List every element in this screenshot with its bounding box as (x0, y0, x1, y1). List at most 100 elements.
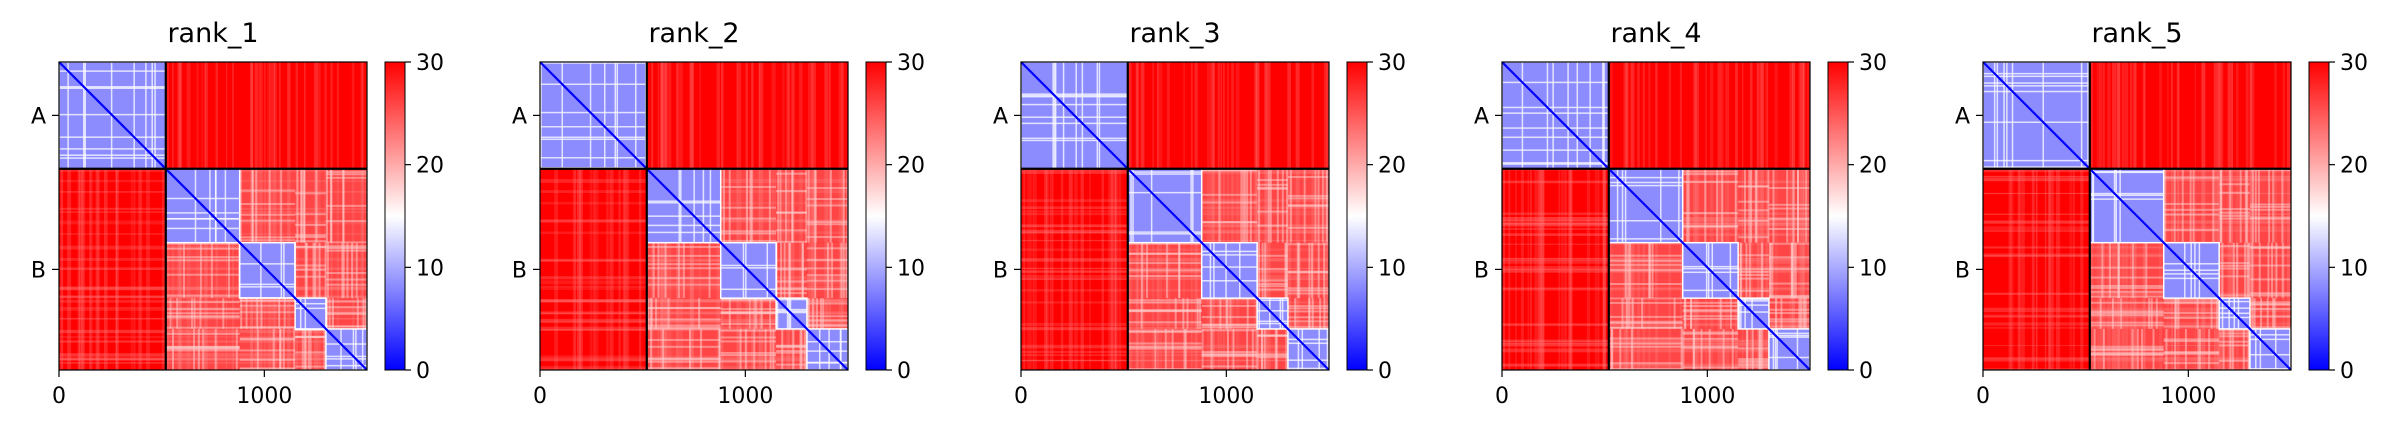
heatmap-stripe (576, 62, 581, 370)
axes-frame (539, 61, 849, 371)
heatmap-block-line (2184, 242, 2186, 299)
heatmap-stripe (1765, 62, 1769, 370)
colorbar (1346, 61, 1368, 371)
heatmap-stripe (1113, 62, 1117, 370)
heatmap-texture-line (1708, 328, 1711, 370)
heatmap-texture-line (295, 275, 326, 278)
heatmap-texture-line (1127, 308, 1202, 311)
heatmap-stripe (627, 62, 630, 370)
heatmap-stripe (1693, 62, 1697, 370)
heatmap-stripe (1109, 62, 1114, 370)
heatmap-block-line (1098, 62, 1101, 169)
heatmap-texture-line (2093, 328, 2096, 370)
heatmap-texture-line (1196, 298, 1199, 329)
heatmap-block-line (1993, 62, 1996, 169)
heatmap-stripe (1032, 62, 1035, 370)
heatmap-texture-line (806, 274, 848, 277)
heatmap-texture-line (346, 242, 349, 299)
heatmap-texture-line (325, 173, 367, 176)
heatmap-texture-line (307, 328, 310, 370)
heatmap-block-line (215, 168, 217, 243)
heatmap-texture-line (723, 168, 726, 243)
heatmap-block-line (806, 350, 848, 352)
heatmap-block-line (1774, 328, 1777, 370)
heatmap-texture-line (1201, 221, 1258, 224)
heatmap-texture-line (2089, 353, 2164, 356)
heatmap-stripe (787, 62, 790, 370)
heatmap-texture-line (2163, 362, 2220, 365)
heatmap-texture-line (2175, 298, 2178, 329)
heatmap-stripe (105, 62, 108, 370)
heatmap-texture-line (1226, 328, 1229, 370)
heatmap-texture-line (1287, 270, 1329, 273)
heatmap-texture-line (1140, 242, 1143, 299)
heatmap-texture-line (776, 351, 807, 354)
heatmap-texture-line (646, 326, 721, 329)
heatmap-block-line (1326, 328, 1329, 370)
heatmap-texture-line (325, 272, 367, 275)
heatmap-texture-line (1174, 298, 1177, 329)
heatmap-block-line (1744, 298, 1746, 329)
heatmap-block-line (1062, 62, 1065, 169)
heatmap-texture-line (326, 168, 329, 243)
colorbar-tick-label: 0 (2340, 359, 2354, 384)
heatmap-block-line (2249, 334, 2291, 336)
heatmap-texture-line (2236, 242, 2239, 299)
heatmap-texture-line (2210, 298, 2213, 329)
heatmap-texture-line (812, 298, 815, 329)
heatmap-stripe (59, 295, 367, 298)
heatmap-stripe (1602, 62, 1606, 370)
heatmap-stripe (1264, 62, 1268, 370)
heatmap-stripe (81, 62, 84, 370)
heatmap-texture-line (1127, 310, 1202, 313)
heatmap-texture-line (718, 328, 721, 370)
heatmap-texture-line (2163, 351, 2220, 354)
heatmap-texture-line (239, 239, 296, 242)
heatmap-block-line (1502, 106, 1609, 109)
heatmap-texture-line (295, 240, 326, 243)
heatmap-texture-line (1682, 212, 1739, 215)
heatmap-texture-line (1257, 283, 1288, 286)
heatmap-rank_3 (1021, 62, 1329, 370)
heatmap-texture-line (239, 367, 296, 370)
heatmap-stripe (1502, 258, 1810, 261)
colorbar-tick-label: 0 (897, 359, 911, 384)
heatmap-texture-line (1608, 326, 1683, 329)
heatmap-texture-line (646, 324, 721, 327)
heatmap-texture-line (239, 349, 296, 352)
heatmap-block-line (151, 62, 153, 169)
heatmap-block-line (839, 328, 842, 370)
heatmap-block-line (1301, 328, 1304, 370)
heatmap-texture-line (646, 358, 721, 361)
heatmap-stripe (1021, 258, 1329, 262)
heatmap-block-line (1132, 168, 1134, 243)
heatmap-texture-line (2089, 312, 2164, 315)
heatmap-block-line (720, 267, 777, 269)
heatmap-block-line (280, 242, 283, 299)
heatmap-stripe (259, 62, 263, 370)
heatmap-stripe (59, 286, 367, 290)
heatmap-block-line (1127, 191, 1202, 194)
heatmap-texture-line (1287, 325, 1329, 328)
heatmap-texture-line (2249, 247, 2291, 250)
heatmap-texture-line (2244, 242, 2247, 299)
heatmap-texture-line (1218, 168, 1221, 243)
heatmap-texture-line (325, 171, 367, 174)
heatmap-texture-line (667, 298, 670, 329)
heatmap-texture-line (239, 213, 296, 216)
heatmap-texture-line (1734, 168, 1737, 243)
x-tick-label: 1000 (717, 384, 773, 409)
heatmap-block-line (1738, 298, 1741, 329)
heatmap-stripe (59, 257, 367, 261)
heatmap-texture-line (1246, 168, 1249, 243)
heatmap-texture-line (2102, 328, 2105, 370)
heatmap-texture-line (239, 168, 242, 243)
heatmap-texture-line (1768, 308, 1810, 311)
heatmap-texture-line (700, 328, 703, 370)
heatmap-texture-line (1257, 285, 1288, 288)
heatmap-block-line (1707, 242, 1710, 299)
heatmap-texture-line (239, 326, 296, 329)
heatmap-block-line (165, 227, 240, 230)
heatmap-texture-line (239, 311, 296, 314)
heatmap-stripe (737, 62, 742, 370)
